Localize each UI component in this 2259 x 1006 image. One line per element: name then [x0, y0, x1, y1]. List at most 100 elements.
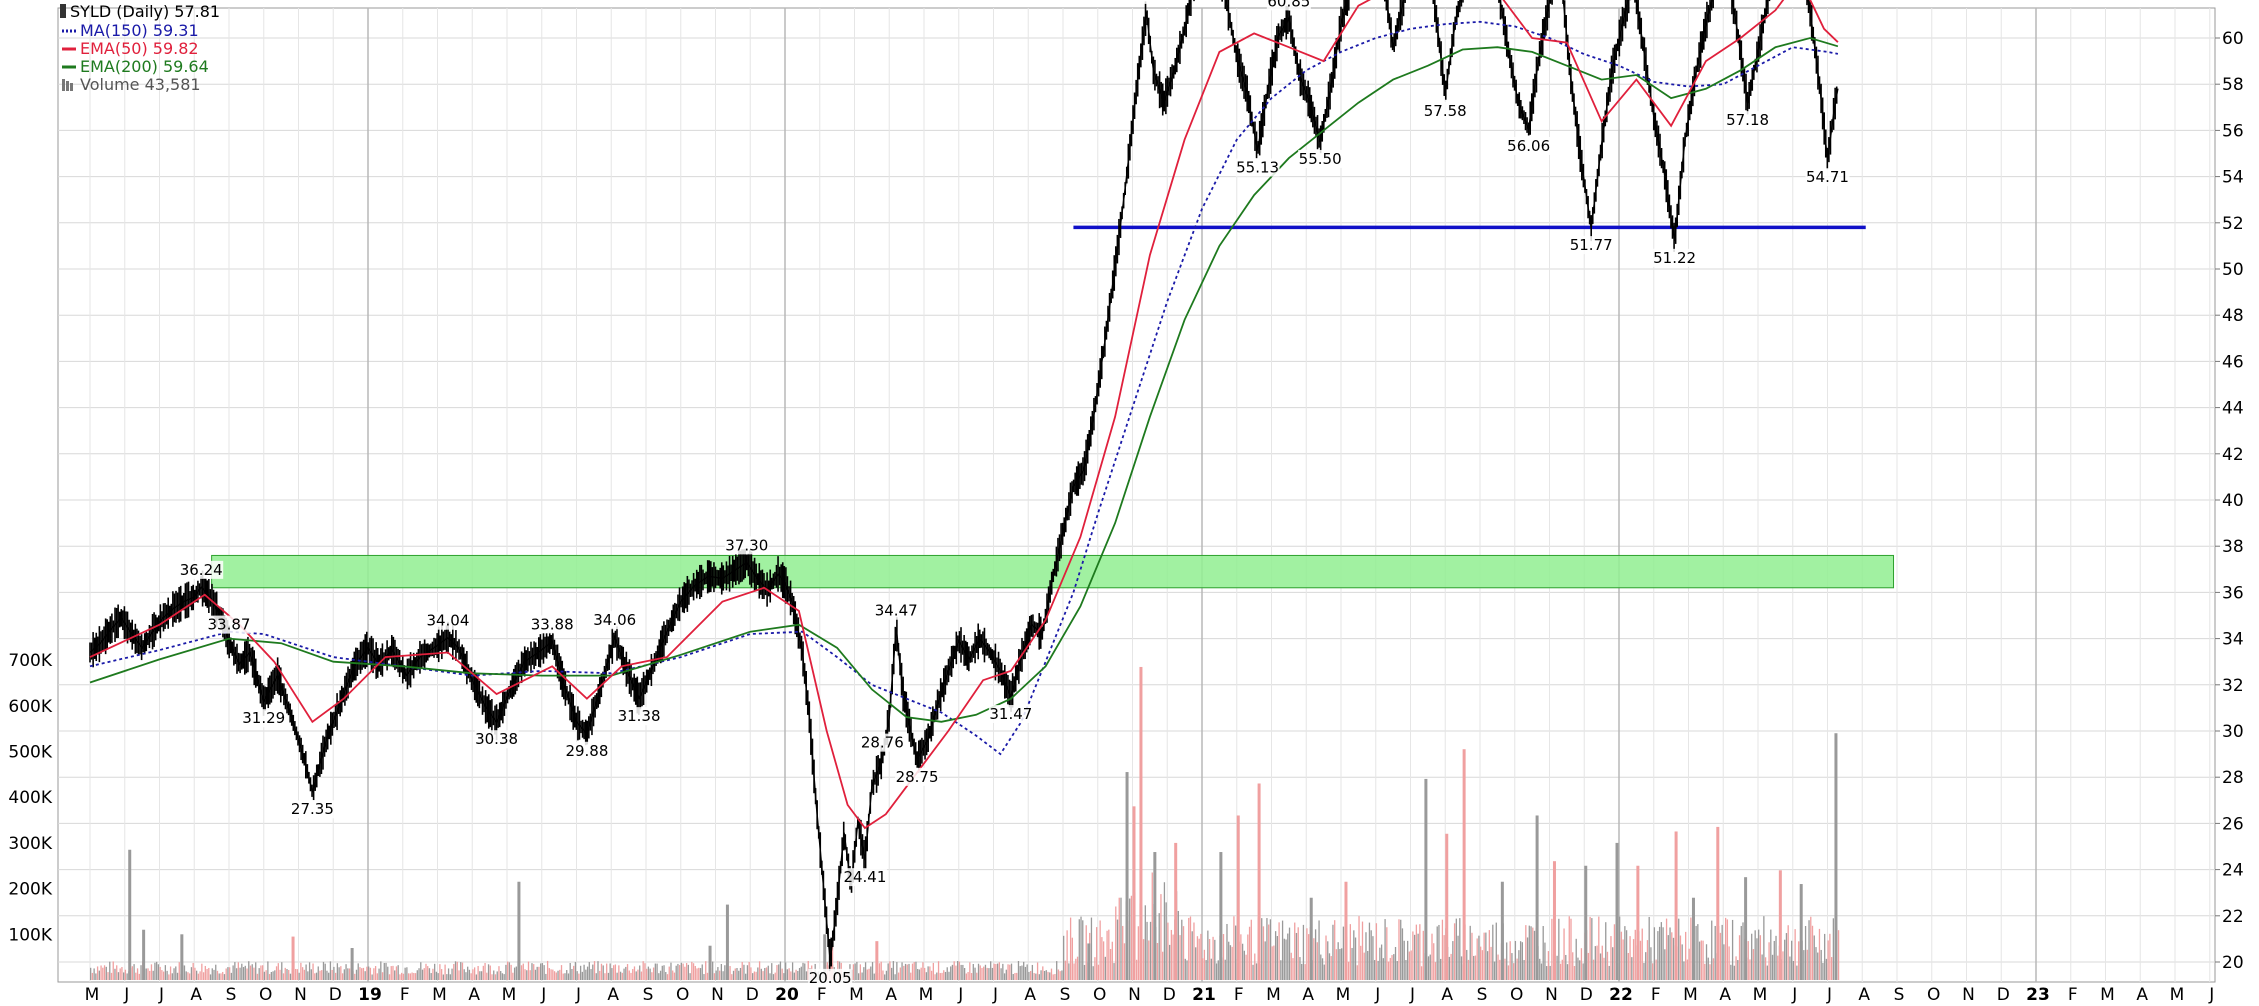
- month-tick-label: O: [676, 985, 689, 1005]
- annotation-label: 31.29: [242, 709, 285, 727]
- volume-bar: [1330, 956, 1332, 980]
- volume-bar: [1443, 935, 1445, 980]
- volume-bar: [998, 962, 1001, 980]
- volume-bar: [1480, 946, 1482, 980]
- annotation-box: [895, 767, 940, 786]
- volume-bar: [411, 972, 413, 980]
- volume-bar: [112, 961, 114, 980]
- volume-bar: [573, 965, 575, 980]
- volume-bar: [1575, 938, 1577, 980]
- volume-tick-label: 400K: [8, 788, 52, 808]
- month-tick-label: S: [1894, 985, 1905, 1005]
- volume-bar: [103, 965, 106, 980]
- volume-bar: [852, 964, 855, 980]
- volume-bar: [126, 973, 128, 980]
- volume-bar: [338, 967, 340, 980]
- volume-bar: [1624, 926, 1626, 980]
- volume-bar: [1182, 926, 1185, 980]
- volume-bar: [1031, 964, 1034, 980]
- annotation-box: [1506, 137, 1551, 156]
- volume-bar: [178, 962, 180, 980]
- volume-bar: [1047, 971, 1049, 980]
- volume-bar: [701, 964, 703, 980]
- annotation-label: 24.41: [843, 868, 886, 886]
- month-tick-label: M: [2100, 985, 2115, 1005]
- volume-bar: [1052, 974, 1054, 980]
- volume-bar: [1572, 952, 1574, 980]
- volume-bar: [597, 961, 599, 980]
- volume-bar: [288, 969, 290, 980]
- annotation-box: [1298, 149, 1343, 168]
- month-tick-label: A: [1302, 985, 1314, 1005]
- volume-bar: [1393, 954, 1395, 980]
- volume-bar: [745, 973, 747, 980]
- month-tick-label: D: [746, 985, 759, 1005]
- volume-bar: [430, 973, 432, 980]
- volume-bar: [1356, 965, 1358, 980]
- volume-bar: [413, 972, 415, 980]
- ema200-line: [89, 37, 1839, 723]
- volume-bar: [857, 973, 860, 980]
- volume-bar: [729, 966, 731, 980]
- volume-bar: [341, 973, 344, 980]
- volume-bar: [1622, 939, 1624, 980]
- volume-bar: [136, 968, 139, 980]
- annotation-label: 28.75: [896, 768, 939, 786]
- volume-bar: [279, 969, 281, 980]
- month-tick-label: J: [158, 985, 164, 1005]
- volume-bar: [1231, 946, 1233, 980]
- volume-bar: [1723, 944, 1725, 980]
- volume-bar: [185, 971, 187, 980]
- month-tick-label: A: [1858, 985, 1870, 1005]
- annotation-box: [1569, 236, 1614, 255]
- volume-bar: [1596, 945, 1598, 980]
- volume-bar: [576, 971, 578, 980]
- volume-bar: [1664, 949, 1666, 980]
- volume-bar: [995, 963, 997, 980]
- annotation-label: 54.71: [1806, 168, 1849, 186]
- month-tick-label: N: [294, 985, 307, 1005]
- volume-bar: [1198, 938, 1200, 980]
- volume-bar: [329, 961, 332, 980]
- volume-bar: [887, 963, 889, 980]
- volume-bar: [863, 967, 865, 980]
- annotation-box: [1266, 0, 1311, 11]
- volume-bar: [1108, 929, 1110, 980]
- volume-bar: [517, 881, 521, 980]
- volume-bar: [1679, 935, 1682, 980]
- volume-bar: [291, 936, 295, 980]
- volume-bar: [791, 962, 794, 980]
- volume-bar: [150, 964, 153, 980]
- volume-bar: [545, 973, 547, 980]
- legend-item: Volume 43,581: [62, 75, 201, 94]
- volume-bar: [1631, 957, 1633, 980]
- volume-bar: [1558, 918, 1560, 980]
- volume-bar: [927, 966, 929, 980]
- volume-bar: [748, 961, 750, 980]
- volume-bar: [1408, 951, 1411, 980]
- volume-bar: [1497, 954, 1499, 980]
- volume-bar: [1561, 959, 1563, 980]
- month-tick-label: M: [849, 985, 864, 1005]
- volume-bar: [1738, 935, 1741, 980]
- volume-bar: [1278, 922, 1280, 980]
- volume-bar: [366, 966, 368, 980]
- volume-bar: [611, 968, 613, 980]
- volume-bar: [96, 966, 99, 980]
- volume-bar: [1205, 960, 1207, 980]
- month-tick-label: N: [711, 985, 724, 1005]
- volume-bar: [1825, 958, 1828, 980]
- volume-bar: [880, 961, 882, 980]
- price-tick-label: 46: [2222, 352, 2244, 372]
- price-tick-label: 38: [2222, 537, 2244, 557]
- volume-bar: [1123, 943, 1126, 980]
- volume-bar: [347, 968, 349, 980]
- volume-bar: [453, 964, 455, 980]
- volume-bar: [1818, 928, 1821, 980]
- annotation-box: [842, 868, 887, 887]
- volume-bar: [930, 970, 933, 980]
- volume-bar: [1261, 918, 1263, 980]
- volume-bar: [380, 961, 382, 980]
- volume-bar: [133, 964, 135, 980]
- volume-bar: [1351, 947, 1353, 980]
